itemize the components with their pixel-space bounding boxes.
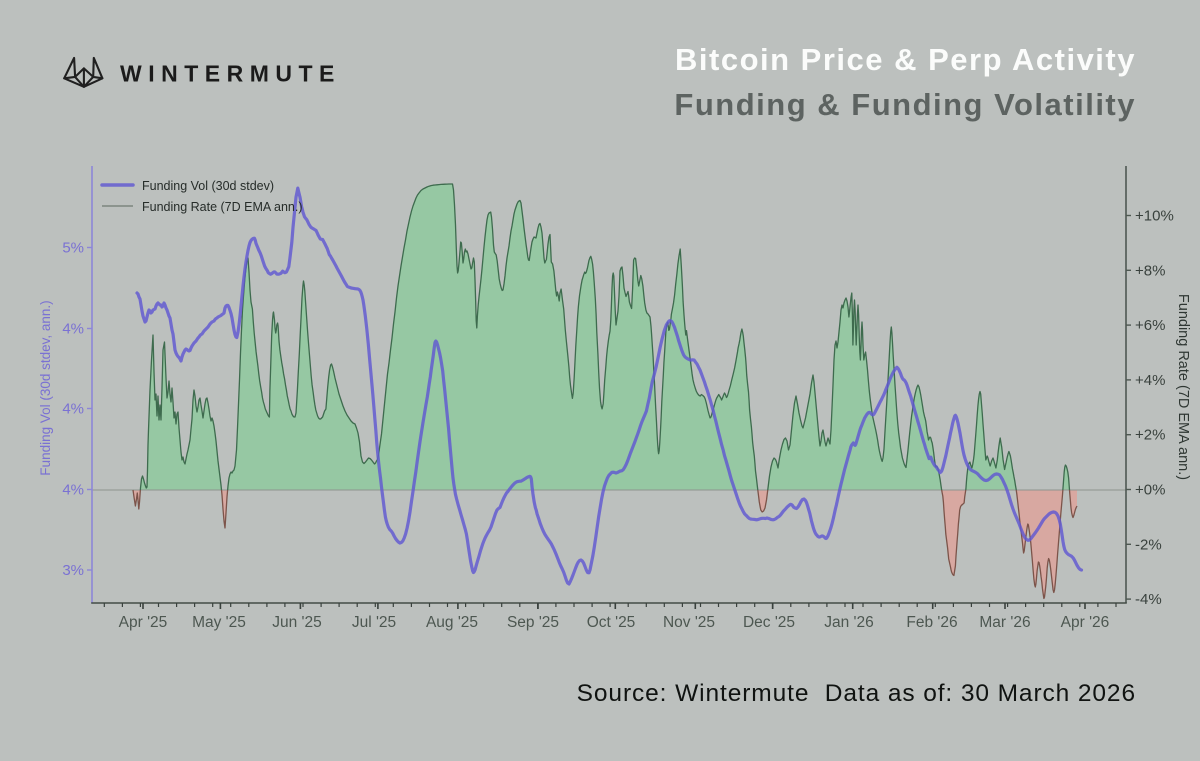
svg-text:Feb '26: Feb '26 <box>906 614 957 631</box>
svg-text:Nov '25: Nov '25 <box>663 614 715 631</box>
svg-text:4%: 4% <box>62 401 84 418</box>
svg-text:May '25: May '25 <box>192 614 246 631</box>
svg-text:Funding Rate (7D EMA ann.): Funding Rate (7D EMA ann.) <box>142 200 303 214</box>
svg-text:Aug '25: Aug '25 <box>426 614 478 631</box>
svg-text:+6%: +6% <box>1135 317 1165 334</box>
svg-text:Funding Vol (30d stdev): Funding Vol (30d stdev) <box>142 179 274 193</box>
svg-text:-4%: -4% <box>1135 591 1162 608</box>
svg-text:+0%: +0% <box>1135 482 1165 499</box>
svg-text:Dec '25: Dec '25 <box>743 614 795 631</box>
svg-text:Source: Wintermute Data as of: Source: Wintermute Data as of: 30 March … <box>577 680 1136 707</box>
svg-text:+2%: +2% <box>1135 427 1165 444</box>
svg-text:Funding Rate (7D EMA ann.): Funding Rate (7D EMA ann.) <box>1175 294 1191 480</box>
svg-text:3%: 3% <box>62 562 84 579</box>
svg-text:5%: 5% <box>62 240 84 257</box>
svg-text:-2%: -2% <box>1135 536 1162 553</box>
svg-text:4%: 4% <box>62 321 84 338</box>
svg-text:+4%: +4% <box>1135 372 1165 389</box>
svg-text:Funding Vol (30d stdev, ann.): Funding Vol (30d stdev, ann.) <box>38 300 53 475</box>
svg-text:Mar '26: Mar '26 <box>979 614 1030 631</box>
svg-text:Bitcoin Price & Perp Activity: Bitcoin Price & Perp Activity <box>675 42 1136 77</box>
svg-text:4%: 4% <box>62 482 84 499</box>
svg-text:+8%: +8% <box>1135 262 1165 279</box>
svg-text:Funding & Funding Volatility: Funding & Funding Volatility <box>674 87 1136 122</box>
svg-text:Apr '26: Apr '26 <box>1061 614 1110 631</box>
svg-text:Jun '25: Jun '25 <box>272 614 322 631</box>
svg-text:Apr '25: Apr '25 <box>119 614 168 631</box>
svg-text:Sep '25: Sep '25 <box>507 614 559 631</box>
svg-text:+10%: +10% <box>1135 208 1174 225</box>
svg-text:Oct '25: Oct '25 <box>587 614 636 631</box>
svg-text:Jul '25: Jul '25 <box>352 614 396 631</box>
svg-text:WINTERMUTE: WINTERMUTE <box>120 61 341 87</box>
svg-text:Jan '26: Jan '26 <box>824 614 874 631</box>
